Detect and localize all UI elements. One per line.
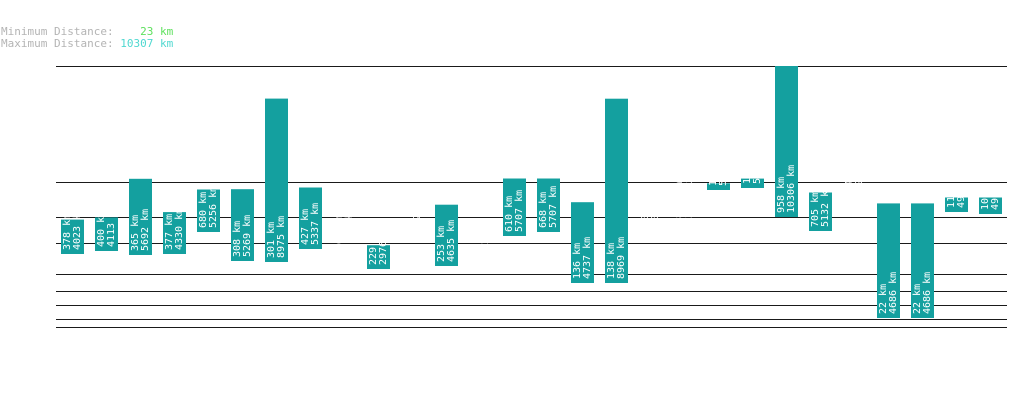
bar-max-label: 5707 km xyxy=(548,186,559,228)
bar-min-label: 369 km xyxy=(334,214,345,250)
bar-max-label: 3393 km xyxy=(854,156,865,198)
bar-16 xyxy=(571,202,594,283)
bar-min-label: 680 km xyxy=(198,192,209,228)
bar-12 xyxy=(435,204,458,266)
bar-max-label: 4928 km xyxy=(990,168,1001,210)
bar-max-label: 8969 km xyxy=(616,237,627,279)
bar-max-label: 4686 km xyxy=(888,272,899,314)
bar-min-label: 308 km xyxy=(232,221,243,257)
bar-max-label: 5692 km xyxy=(140,209,151,251)
bar-max-label: 3577 km xyxy=(684,176,695,218)
bar-max-label: 2101 km xyxy=(344,208,355,250)
bar-3 xyxy=(129,178,152,255)
bar-max-label: 1452 km xyxy=(480,220,491,262)
bar-14 xyxy=(503,178,526,236)
bar-max-label: 8975 km xyxy=(276,216,287,258)
bar-max-label: 4023 km xyxy=(72,208,83,250)
bar-max-label: 4737 km xyxy=(582,237,593,279)
bar-min-label: 22 km xyxy=(878,284,889,314)
bar-26 xyxy=(911,203,934,318)
bar-max-label: 5703 km xyxy=(752,142,763,184)
bar-23 xyxy=(809,192,832,231)
bar-max-label: 4686 km xyxy=(922,272,933,314)
bar-28 xyxy=(979,197,1002,214)
bar-15 xyxy=(537,178,560,232)
bar-min-label: 229 km xyxy=(368,229,379,265)
bar-min-label: 610 km xyxy=(504,196,515,232)
bar-4 xyxy=(163,212,186,254)
bar-25 xyxy=(877,203,900,318)
max-distance-row: Maximum Distance: 10307 km xyxy=(1,38,173,50)
bar-8 xyxy=(299,187,322,249)
bar-5 xyxy=(197,189,220,232)
bar-min-label: 253 km xyxy=(436,226,447,262)
bar-max-label: 4635 km xyxy=(446,220,457,262)
bar-min-label: 530 km xyxy=(402,202,413,238)
bar-min-label: 377 km xyxy=(164,214,175,250)
bar-max-label: 5132 km xyxy=(820,185,831,227)
bar-min-label: 1138 km xyxy=(946,166,957,208)
bar-min-label: 1737 km xyxy=(708,144,719,186)
bar-27 xyxy=(945,197,968,212)
bar-21 xyxy=(741,178,764,188)
bar-20 xyxy=(707,183,730,190)
bar-min-label: 136 km xyxy=(572,243,583,279)
bar-1 xyxy=(61,219,84,254)
bar-min-label: 668 km xyxy=(538,192,549,228)
min-distance-value: 23 km xyxy=(140,25,174,38)
bar-max-label: 4928 km xyxy=(956,166,967,208)
bar-min-label: 867 km xyxy=(674,182,685,218)
bar-max-label: 2272 km xyxy=(412,196,423,238)
bar-17 xyxy=(605,98,628,283)
bar-min-label: 1343 km xyxy=(844,156,855,198)
bar-max-label: 2976 km xyxy=(378,223,389,265)
bar-min-label: 705 km xyxy=(810,191,821,227)
bar-max-label: 5707 km xyxy=(514,190,525,232)
bar-max-label: 5337 km xyxy=(310,203,321,245)
bars-layer: 378 km 4023 km 400 km 4113 km 365 km 5692 km 3… xyxy=(61,66,1002,318)
bar-min-label: 958 km xyxy=(776,177,787,213)
bar-max-label: 5269 km xyxy=(242,215,253,257)
bar-min-label: 1038 km xyxy=(980,168,991,210)
bar-min-label: 22 km xyxy=(912,284,923,314)
bar-min-label: 138 km xyxy=(606,243,617,279)
bar-22 xyxy=(775,66,798,217)
bar-min-label: 1807 km xyxy=(742,142,753,184)
bar-max-label: 4113 km xyxy=(106,205,117,247)
bar-min-label: 378 km xyxy=(62,214,73,250)
bar-min-label: 301 km xyxy=(266,222,277,258)
bar-min-label: 427 km xyxy=(300,209,311,245)
distance-summary: Minimum Distance: 23 km Maximum Distance:… xyxy=(1,26,173,50)
min-distance-label: Minimum Distance: xyxy=(1,25,114,38)
bar-7 xyxy=(265,98,288,262)
bar-max-label: 10306 km xyxy=(786,165,797,213)
max-distance-label: Maximum Distance: xyxy=(1,37,114,50)
bar-max-label: 3062 km xyxy=(650,184,661,226)
bar-min-label: 253 km xyxy=(470,226,481,262)
bar-min-label: 365 km xyxy=(130,215,141,251)
bar-min-label: 400 km xyxy=(96,211,107,247)
gridlines xyxy=(56,66,1007,328)
bar-max-label: 4330 km xyxy=(174,208,185,250)
bar-10 xyxy=(367,245,390,269)
bar-min-label: 707 km xyxy=(640,190,651,226)
bar-max-label: 5256 km xyxy=(208,186,219,228)
min-distance-row: Minimum Distance: 23 km xyxy=(1,26,173,38)
max-distance-value: 10307 km xyxy=(120,37,174,50)
bar-2 xyxy=(95,217,118,251)
bar-6 xyxy=(231,189,254,261)
bar-max-label: 5510 km xyxy=(718,144,729,186)
